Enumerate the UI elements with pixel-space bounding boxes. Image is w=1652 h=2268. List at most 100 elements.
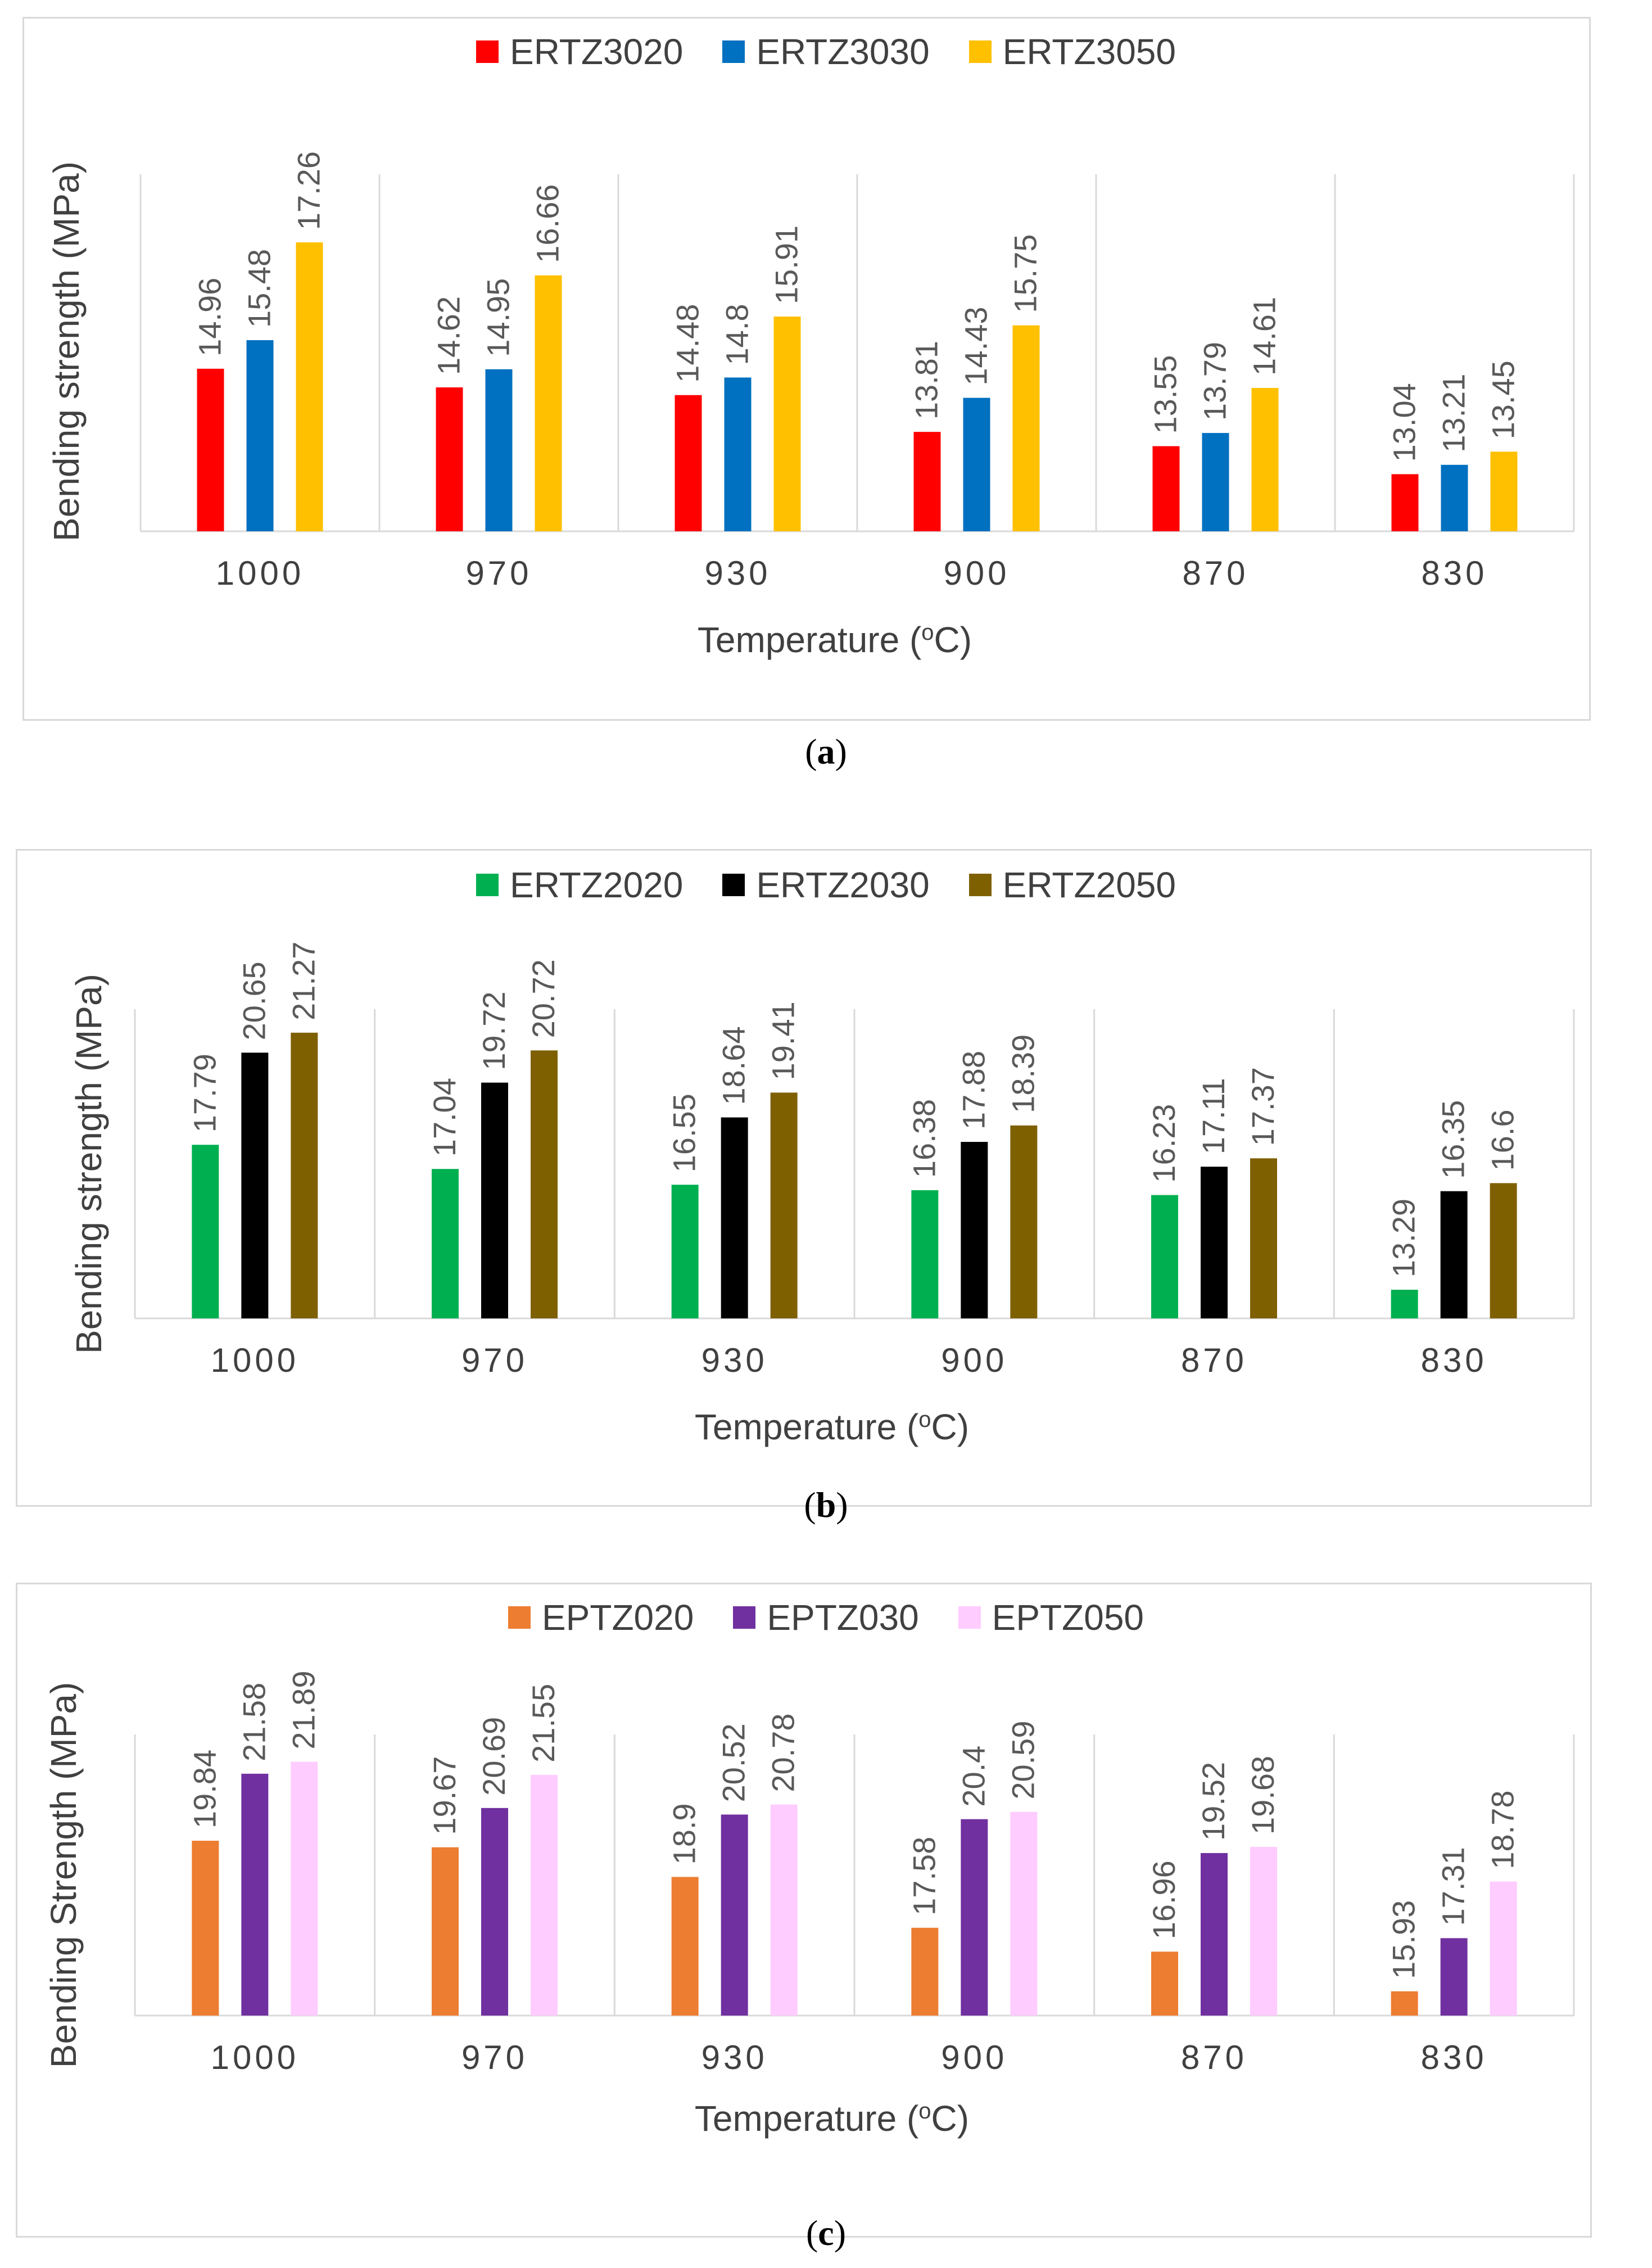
x-tick-label: 900 xyxy=(941,2039,1007,2076)
legend-label: ERTZ2030 xyxy=(756,865,930,905)
data-label: 20.78 xyxy=(766,1714,801,1792)
data-label: 19.52 xyxy=(1196,1762,1231,1841)
bar xyxy=(1250,1158,1277,1318)
bar xyxy=(1440,1191,1468,1318)
legend-swatch xyxy=(722,40,745,63)
panel-caption: (b) xyxy=(804,1485,848,1525)
bar xyxy=(481,1808,508,2016)
bar xyxy=(671,1877,699,2016)
x-tick-label: 830 xyxy=(1421,1341,1487,1379)
bar xyxy=(911,1190,939,1318)
panel-letter: c xyxy=(818,2213,834,2253)
chart-panel-c: EPTZ020 EPTZ030 EPTZ050 19.84 21.58 21.89 1… xyxy=(0,1518,1652,2268)
data-label: 19.67 xyxy=(427,1756,462,1835)
bar-chart-c: 19.84 21.58 21.89 1000 19.67 20.69 21.55 970 18.… xyxy=(43,1670,1575,2139)
data-label: 15.93 xyxy=(1386,1900,1422,1979)
data-label: 17.11 xyxy=(1196,1078,1231,1154)
bar xyxy=(246,340,274,531)
legend-label: ERTZ2020 xyxy=(510,865,684,905)
bar xyxy=(432,1169,459,1318)
x-axis-title: Temperature (oC) xyxy=(695,2098,969,2139)
x-tick-label: 830 xyxy=(1421,2039,1487,2076)
data-label: 13.55 xyxy=(1148,355,1183,433)
bar xyxy=(961,1819,988,2016)
legend-item: EPTZ050 xyxy=(958,1597,1144,1638)
x-tick-label: 870 xyxy=(1181,1341,1247,1379)
data-label: 21.27 xyxy=(286,942,321,1020)
data-label: 13.45 xyxy=(1486,360,1521,439)
data-label: 18.64 xyxy=(716,1026,752,1105)
x-tick-label: 1000 xyxy=(211,2039,299,2076)
legend-label: ERTZ3030 xyxy=(756,31,930,72)
data-label: 15.91 xyxy=(769,225,804,304)
data-label: 18.9 xyxy=(667,1803,702,1864)
data-label: 15.75 xyxy=(1008,234,1043,313)
bar xyxy=(1201,1167,1228,1318)
bar xyxy=(770,1804,798,2016)
bar xyxy=(432,1847,459,2016)
legend-item: ERTZ2020 xyxy=(476,864,683,906)
legend-item: ERTZ3020 xyxy=(476,31,683,73)
legend-swatch xyxy=(476,874,499,896)
bar xyxy=(724,377,752,531)
data-label: 14.95 xyxy=(481,278,516,357)
data-label: 13.29 xyxy=(1386,1199,1422,1277)
bar xyxy=(1441,464,1468,531)
data-label: 14.43 xyxy=(958,306,994,385)
data-label: 20.59 xyxy=(1005,1721,1040,1800)
data-label: 16.96 xyxy=(1146,1860,1182,1939)
bar xyxy=(1010,1125,1038,1318)
data-label: 15.48 xyxy=(242,249,277,328)
data-label: 20.65 xyxy=(236,961,271,1040)
bar xyxy=(241,1052,269,1318)
data-label: 19.84 xyxy=(187,1750,222,1828)
data-label: 17.26 xyxy=(291,151,327,230)
legend-label: ERTZ3020 xyxy=(510,31,684,72)
data-label: 20.52 xyxy=(716,1723,752,1802)
chart-legend: ERTZ2020 ERTZ2030 ERTZ2050 xyxy=(0,864,1652,906)
chart-frame xyxy=(16,849,1592,1507)
data-label: 20.69 xyxy=(476,1717,512,1796)
bar xyxy=(1151,1951,1178,2016)
legend-swatch xyxy=(968,40,992,63)
bar xyxy=(773,317,801,531)
y-axis-title: Bending strength (MPa) xyxy=(46,161,87,541)
legend-label: ERTZ2050 xyxy=(1002,865,1176,905)
bar xyxy=(192,1145,219,1318)
bar xyxy=(1152,446,1180,531)
legend-label: ERTZ3050 xyxy=(1002,31,1176,72)
x-tick-label: 930 xyxy=(701,1341,768,1379)
data-label: 17.04 xyxy=(427,1078,462,1156)
chart-panel-a: ERTZ3020 ERTZ3030 ERTZ3050 14.96 15.48 17.… xyxy=(0,0,1652,771)
bar xyxy=(1440,1938,1468,2016)
bar-chart-a: 14.96 15.48 17.26 1000 14.62 14.95 16.66 970 14.… xyxy=(46,151,1575,660)
bar xyxy=(291,1032,318,1318)
bar xyxy=(1490,1881,1517,2016)
data-label: 18.78 xyxy=(1485,1791,1520,1869)
bar xyxy=(1151,1195,1178,1318)
bar xyxy=(671,1185,699,1318)
legend-swatch xyxy=(476,40,499,63)
bar xyxy=(1391,1290,1418,1318)
bar xyxy=(485,369,513,531)
legend-swatch xyxy=(958,1606,981,1629)
data-label: 17.58 xyxy=(906,1837,942,1915)
data-label: 21.58 xyxy=(236,1683,271,1761)
x-tick-label: 970 xyxy=(465,554,532,592)
bar xyxy=(1490,451,1518,531)
bar xyxy=(291,1761,318,2016)
data-label: 21.55 xyxy=(526,1684,561,1763)
data-label: 14.61 xyxy=(1247,297,1282,376)
legend-label: EPTZ050 xyxy=(992,1597,1144,1638)
bar xyxy=(1202,433,1229,531)
bar xyxy=(481,1082,508,1318)
x-tick-label: 870 xyxy=(1181,2039,1247,2076)
bar xyxy=(675,395,702,531)
bar xyxy=(531,1050,558,1318)
data-label: 14.8 xyxy=(719,304,755,365)
y-axis-title: Bending strength (MPa) xyxy=(69,974,109,1354)
bar xyxy=(535,275,562,531)
x-tick-label: 970 xyxy=(461,2039,528,2076)
legend-swatch xyxy=(733,1606,756,1629)
panel-letter: b xyxy=(816,1485,836,1525)
